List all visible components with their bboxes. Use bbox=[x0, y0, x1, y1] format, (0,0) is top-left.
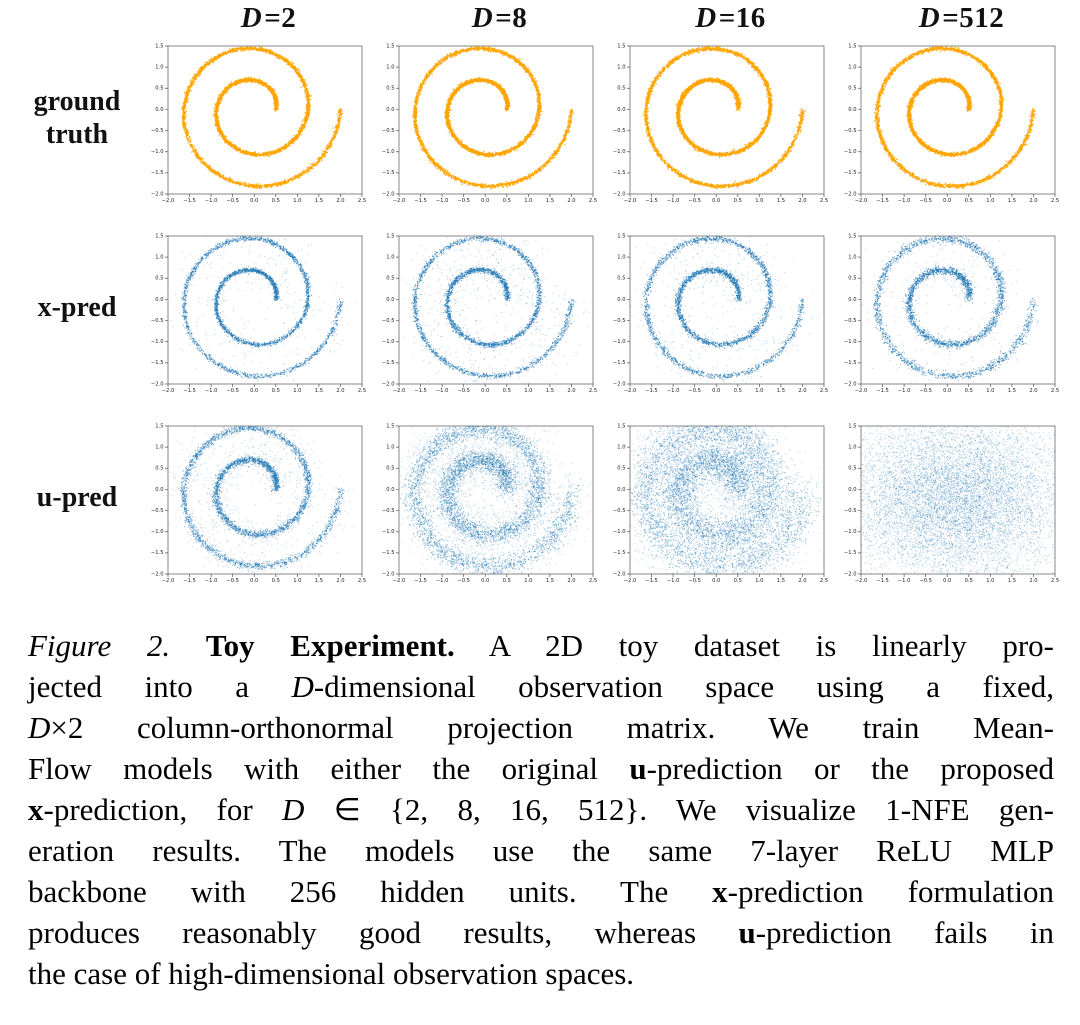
plot-cell bbox=[138, 420, 369, 610]
col-value: 8 bbox=[512, 2, 528, 34]
scatter-plot-ground-truth-d512 bbox=[831, 40, 1062, 230]
plot-cell bbox=[600, 230, 831, 420]
row-label-x-pred: x-pred bbox=[37, 292, 117, 324]
plot-cell bbox=[831, 420, 1062, 610]
plot-cell bbox=[600, 40, 831, 230]
col-title-d2: D = 2 bbox=[138, 2, 369, 40]
plot-cell bbox=[600, 420, 831, 610]
scatter-plot-x-pred-d512 bbox=[831, 230, 1062, 420]
scatter-plot-u-pred-d2 bbox=[138, 420, 369, 610]
col-var: D bbox=[695, 2, 717, 34]
plot-cell bbox=[138, 230, 369, 420]
col-value: 16 bbox=[735, 2, 766, 34]
col-eq: = bbox=[264, 2, 282, 34]
caption-line: Figure 2. Toy Experiment. A 2D toy datas… bbox=[28, 628, 1054, 663]
caption-line: D×2 column-orthonormal projection matrix… bbox=[28, 710, 1054, 745]
col-var: D bbox=[471, 2, 494, 34]
scatter-plot-ground-truth-d16 bbox=[600, 40, 831, 230]
scatter-plot-x-pred-d2 bbox=[138, 230, 369, 420]
plot-cell bbox=[369, 40, 600, 230]
caption-line: the case of high-dimensional observation… bbox=[28, 956, 635, 991]
col-var: D bbox=[918, 2, 941, 34]
col-value: 2 bbox=[281, 2, 297, 34]
scatter-plot-ground-truth-d2 bbox=[138, 40, 369, 230]
scatter-plot-u-pred-d8 bbox=[369, 420, 600, 610]
plot-cell bbox=[369, 420, 600, 610]
plot-cell bbox=[831, 40, 1062, 230]
col-value: 512 bbox=[959, 2, 1005, 34]
col-eq: = bbox=[495, 2, 513, 34]
caption-line: jected into a D-dimensional observation … bbox=[28, 669, 1054, 704]
col-var: D bbox=[240, 2, 263, 34]
col-eq: = bbox=[718, 2, 736, 34]
col-title-d16: D = 16 bbox=[600, 2, 831, 40]
caption-line: x-prediction, for D ∈ {2, 8, 16, 512}. W… bbox=[28, 792, 1055, 827]
scatter-plot-u-pred-d16 bbox=[600, 420, 831, 610]
plot-cell bbox=[831, 230, 1062, 420]
header-spacer bbox=[0, 2, 138, 40]
plot-cell bbox=[369, 230, 600, 420]
col-title-d8: D = 8 bbox=[369, 2, 600, 40]
figure-caption: Figure 2. Toy Experiment. A 2D toy datas… bbox=[0, 625, 1080, 994]
plot-cell bbox=[138, 40, 369, 230]
scatter-plot-x-pred-d16 bbox=[600, 230, 831, 420]
scatter-plot-x-pred-d8 bbox=[369, 230, 600, 420]
col-title-d512: D = 512 bbox=[831, 2, 1062, 40]
scatter-plot-ground-truth-d8 bbox=[369, 40, 600, 230]
caption-line: eration results. The models use the same… bbox=[28, 833, 1054, 868]
row-label-u-pred: u-pred bbox=[36, 482, 118, 514]
figure-2-panel-grid: D = 2 D = 8 D = 16 D = 512 ground truth … bbox=[0, 2, 1062, 610]
caption-line: produces reasonably good results, wherea… bbox=[28, 915, 1054, 950]
row-label-ground-truth: ground truth bbox=[33, 85, 121, 150]
scatter-plot-u-pred-d512 bbox=[831, 420, 1062, 610]
caption-line: Flow models with either the original u-p… bbox=[28, 751, 1054, 786]
col-eq: = bbox=[942, 2, 960, 34]
caption-line: backbone with 256 hidden units. The x-pr… bbox=[28, 874, 1054, 909]
